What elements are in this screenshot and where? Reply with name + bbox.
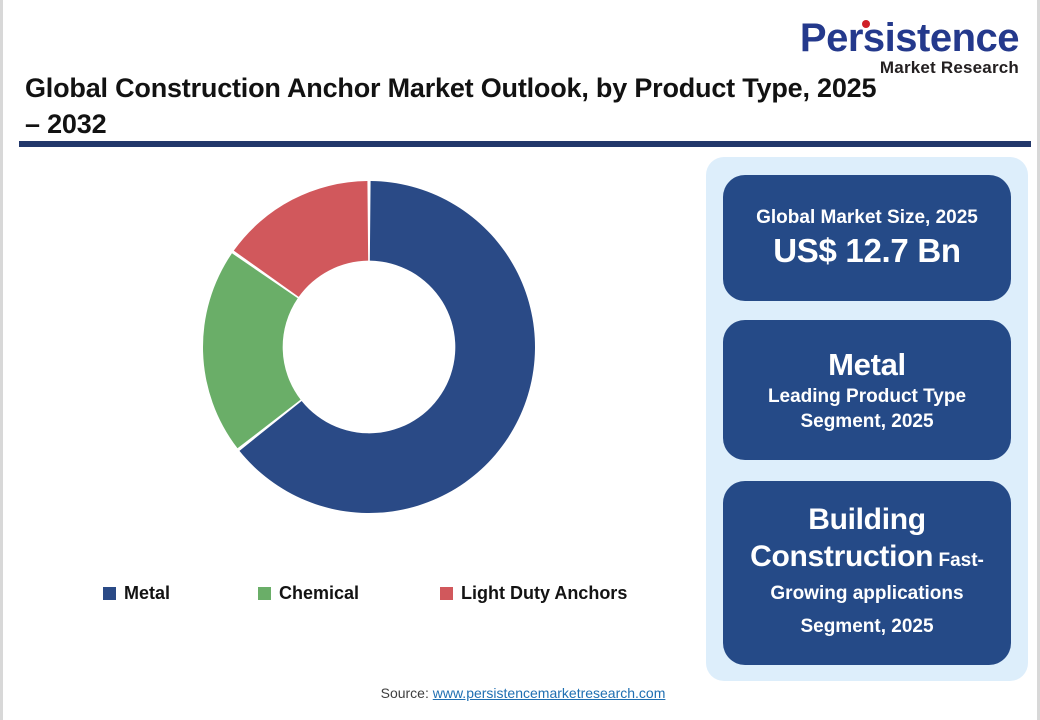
logo-red-dot-icon [862, 20, 870, 28]
card-leading-product-type: Metal Leading Product Type Segment, 2025 [723, 320, 1011, 460]
legend-swatch-metal [103, 587, 116, 600]
card-global-market-size-value: US$ 12.7 Bn [773, 232, 961, 269]
legend-label-light-duty-anchors: Light Duty Anchors [461, 583, 628, 603]
chart-legend: Metal Chemical Light Duty Anchors [103, 583, 663, 613]
source-line: Source: www.persistencemarketresearch.co… [3, 685, 1040, 701]
donut-chart [201, 179, 537, 515]
legend-label-chemical: Chemical [279, 583, 360, 603]
card-leading-product-type-value: Metal [828, 347, 906, 382]
logo-subtitle-text: Market Research [879, 58, 1019, 77]
card-global-market-size-label: Global Market Size, 2025 [756, 207, 978, 228]
donut-slice-chemical [202, 253, 301, 449]
legend-item-light-duty-anchors: Light Duty Anchors [440, 583, 627, 604]
card-global-market-size: Global Market Size, 2025 US$ 12.7 Bn [723, 175, 1011, 301]
legend-item-chemical: Chemical [258, 583, 359, 604]
legend-item-metal: Metal [103, 583, 170, 604]
card-fast-growing-application-value: Building Construction [750, 503, 934, 573]
source-label: Source: [380, 685, 433, 701]
legend-swatch-chemical [258, 587, 271, 600]
card-leading-product-type-label: Leading Product Type Segment, 2025 [767, 386, 967, 432]
source-link[interactable]: www.persistencemarketresearch.com [432, 685, 666, 701]
card-fast-growing-application: Building Construction Fast-Growing appli… [723, 481, 1011, 665]
title-divider [19, 141, 1031, 147]
donut-chart-area: Metal Chemical Light Duty Anchors [3, 150, 693, 650]
donut-slice-metal [239, 181, 535, 514]
logo-brand-text: Persistence [799, 16, 1020, 60]
highlights-panel: Global Market Size, 2025 US$ 12.7 Bn Met… [706, 157, 1028, 681]
card-fast-growing-application-text: Building Construction Fast-Growing appli… [723, 503, 1011, 643]
donut-slice-light-duty-anchors [233, 181, 369, 297]
legend-label-metal: Metal [124, 583, 171, 603]
legend-swatch-light-duty-anchors [440, 587, 453, 600]
page-title: Global Construction Anchor Market Outloo… [25, 73, 877, 139]
donut-chart-svg [202, 181, 535, 514]
company-logo: Persistence Market Research [769, 16, 1020, 77]
card-fast-growing-application-label: Fast-Growing applications Segment, 2025 [770, 550, 984, 637]
